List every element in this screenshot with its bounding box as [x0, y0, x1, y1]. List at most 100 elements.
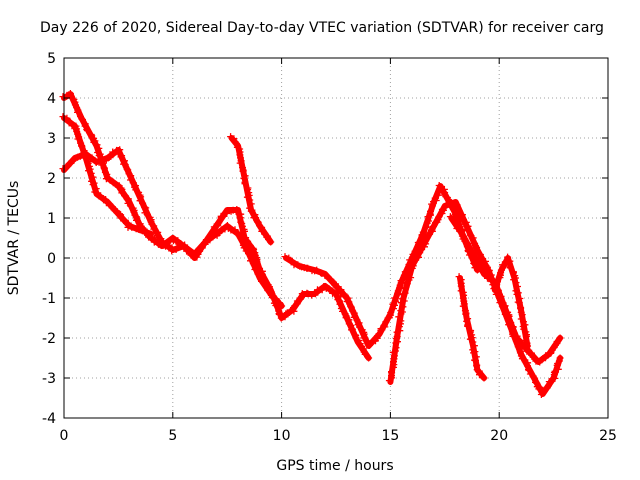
data-point [399, 303, 407, 311]
data-point [362, 337, 370, 345]
data-point [116, 210, 123, 218]
data-point [397, 277, 405, 285]
data-point [504, 253, 512, 261]
data-point [150, 225, 158, 233]
data-point [352, 331, 360, 339]
data-point [59, 93, 67, 101]
data-point [509, 323, 517, 331]
data-point [512, 279, 520, 287]
data-point [505, 260, 513, 267]
data-point [514, 283, 521, 290]
data-point [150, 238, 158, 246]
data-point [427, 207, 434, 215]
y-tick-label: 3 [47, 131, 56, 147]
data-point [217, 227, 225, 235]
data-point [264, 287, 272, 294]
data-point [281, 253, 289, 261]
data-point [345, 320, 353, 328]
data-point [81, 122, 89, 130]
data-point [278, 302, 286, 310]
x-axis-label: GPS time / hours [276, 458, 393, 474]
data-point [485, 267, 493, 275]
data-point [74, 108, 81, 116]
data-point [493, 277, 501, 285]
data-point [267, 238, 275, 246]
data-point [365, 354, 373, 362]
data-point [555, 357, 563, 365]
x-tick-label: 15 [381, 428, 399, 444]
data-point [322, 272, 330, 280]
data-point [215, 219, 223, 227]
data-point [435, 188, 443, 195]
data-point [247, 254, 255, 262]
data-point [143, 229, 151, 237]
data-point [390, 352, 398, 360]
data-point [304, 264, 312, 272]
data-point [454, 204, 462, 212]
data-point [459, 217, 467, 225]
data-point [471, 255, 479, 263]
data-point [470, 342, 478, 350]
data-point [317, 269, 325, 277]
data-point [168, 247, 176, 255]
data-point [435, 213, 443, 221]
data-point [441, 203, 449, 210]
data-point [195, 245, 203, 252]
data-point [331, 281, 339, 289]
data-point [535, 385, 543, 393]
data-point [514, 289, 522, 297]
data-point [128, 223, 136, 231]
data-point [348, 326, 355, 334]
data-point [455, 210, 463, 218]
data-point [355, 337, 363, 345]
data-point [464, 322, 472, 330]
data-point [88, 154, 96, 162]
data-point [429, 222, 437, 230]
data-point [345, 298, 353, 306]
series-line [228, 135, 274, 245]
series-track-g [455, 273, 488, 382]
series-track-i [490, 253, 531, 350]
data-point [469, 251, 477, 258]
data-point [102, 196, 110, 203]
data-point [246, 196, 254, 204]
data-point [232, 140, 240, 147]
data-point [239, 167, 247, 175]
data-point [453, 225, 461, 232]
data-point [538, 356, 546, 364]
data-point [469, 234, 477, 242]
data-point [470, 349, 477, 357]
data-point [270, 295, 278, 302]
data-point [74, 135, 82, 143]
data-point [112, 180, 119, 188]
data-point [488, 275, 496, 283]
data-point [441, 189, 449, 196]
data-point [518, 311, 526, 319]
data-point [117, 153, 125, 161]
series-track-d [227, 133, 275, 246]
data-point [90, 179, 98, 187]
data-point [507, 319, 515, 327]
data-point [553, 338, 561, 345]
data-point [297, 294, 305, 301]
data-point [218, 226, 226, 234]
data-point [428, 226, 436, 234]
plot-frame [63, 57, 609, 419]
data-point [479, 373, 487, 381]
data-point [87, 169, 95, 177]
data-point [236, 159, 244, 167]
data-point [237, 218, 245, 226]
data-point [59, 113, 67, 121]
data-point [313, 266, 321, 274]
data-point [531, 374, 539, 382]
data-point [550, 369, 558, 376]
data-point [442, 201, 450, 209]
data-point [254, 218, 262, 226]
data-point [532, 378, 539, 386]
data-point [348, 325, 356, 333]
y-tick-label: -2 [42, 331, 56, 347]
data-point [78, 142, 86, 150]
data-point [121, 191, 129, 199]
data-point [80, 149, 87, 157]
